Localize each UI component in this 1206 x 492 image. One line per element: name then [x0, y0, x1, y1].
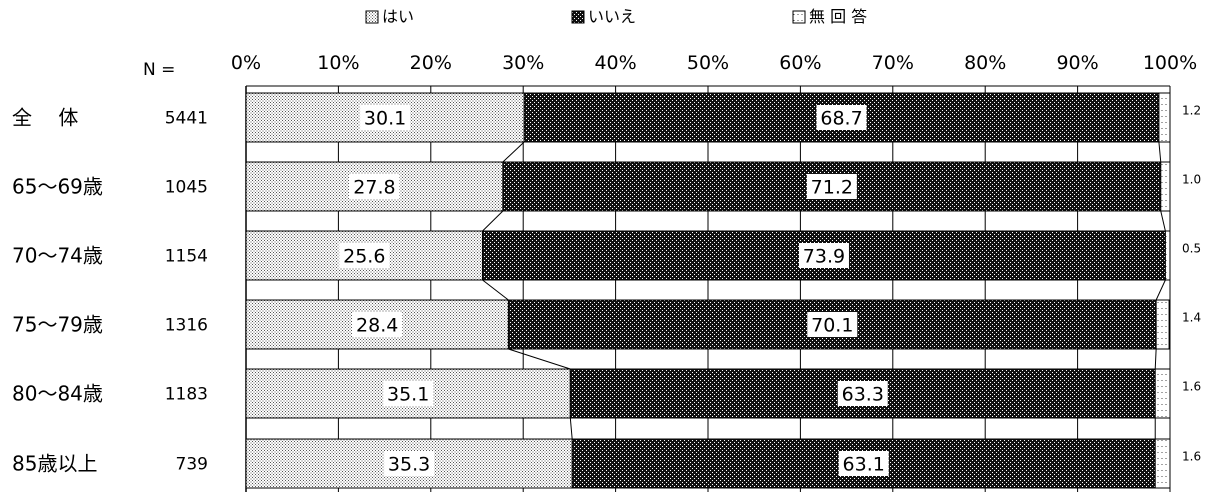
bar-segment — [1154, 368, 1171, 419]
data-label-bg — [816, 105, 867, 130]
data-label: 1.2 — [1182, 104, 1201, 118]
data-label: 1.4 — [1182, 311, 1201, 325]
legend-label: いいえ — [588, 7, 636, 26]
series-line — [1158, 141, 1162, 163]
bar-row: 全 体 5441 30.1 68.7 1.2 — [12, 92, 1201, 143]
legend-label: はい — [382, 7, 414, 26]
series-line — [1155, 279, 1166, 301]
x-tick-label: 100% — [1143, 52, 1197, 74]
x-tick-label: 80% — [964, 52, 1006, 74]
data-label-bg — [352, 312, 403, 337]
x-tick-label: 10% — [317, 52, 359, 74]
n-value: 5441 — [165, 109, 208, 129]
data-label-bg — [349, 174, 400, 199]
data-label: 0.5 — [1182, 242, 1201, 256]
data-label-bg — [339, 243, 390, 268]
data-label-bg — [360, 105, 411, 130]
bar-segment — [1155, 299, 1170, 350]
bar-row: 80～84歳 1183 35.1 63.3 1.6 — [12, 368, 1201, 419]
data-label: 28.4 — [356, 315, 398, 337]
bar-row: 70～74歳 1154 25.6 73.9 0.5 — [12, 230, 1201, 281]
x-tick-label: 90% — [1056, 52, 1098, 74]
series-line — [569, 417, 573, 440]
category-label: 全 体 — [12, 106, 78, 130]
bar-segment — [245, 438, 573, 489]
legend: はい いいえ 無 回 答 — [365, 7, 867, 26]
bar-segment — [1154, 438, 1171, 489]
n-value: 1154 — [165, 247, 208, 267]
bar-row: 75～79歳 1316 28.4 70.1 1.4 — [12, 299, 1201, 350]
data-label: 35.3 — [388, 454, 430, 476]
category-label: 65～69歳 — [12, 175, 103, 199]
series-line — [508, 348, 571, 370]
series-connector-lines — [482, 141, 1166, 440]
n-value: 739 — [176, 455, 208, 475]
data-label-bg — [806, 174, 857, 199]
legend-item: 無 回 答 — [792, 7, 867, 26]
series-line — [1160, 210, 1166, 232]
n-value: 1183 — [165, 385, 208, 405]
data-label-bg — [383, 381, 434, 406]
legend-item: いいえ — [571, 7, 636, 26]
category-label: 85歳以上 — [12, 452, 97, 476]
data-label: 73.9 — [803, 246, 845, 268]
data-label: 71.2 — [811, 177, 853, 199]
data-label: 70.1 — [811, 315, 853, 337]
data-label: 63.1 — [843, 454, 885, 476]
series-line — [1154, 348, 1157, 370]
data-label: 68.7 — [820, 108, 862, 130]
data-label: 1.6 — [1182, 450, 1201, 464]
data-label-bg — [838, 451, 889, 476]
bar-segment — [1158, 92, 1171, 143]
data-label-bg — [798, 243, 849, 268]
legend-swatch — [365, 10, 379, 24]
bar-segment — [1160, 161, 1171, 212]
legend-item: はい — [365, 7, 414, 26]
legend-label: 無 回 答 — [809, 7, 867, 26]
series-line — [482, 210, 504, 232]
x-tick-label: 50% — [687, 52, 729, 74]
data-label-bg — [384, 451, 435, 476]
n-header: N = — [143, 60, 175, 80]
x-tick-label: 0% — [231, 52, 261, 74]
data-label-bg — [837, 381, 888, 406]
data-label: 1.0 — [1182, 173, 1201, 187]
legend-swatch — [571, 10, 585, 24]
data-label: 35.1 — [387, 384, 429, 406]
x-tick-label: 20% — [410, 52, 452, 74]
series-line — [482, 279, 509, 301]
category-label: 70～74歳 — [12, 244, 103, 268]
legend-swatch — [792, 10, 806, 24]
bar-row: 85歳以上 739 35.3 63.1 1.6 — [12, 438, 1201, 489]
x-tick-label: 70% — [872, 52, 914, 74]
data-label: 30.1 — [364, 108, 406, 130]
n-value: 1316 — [165, 316, 208, 336]
category-label: 80～84歳 — [12, 382, 103, 406]
x-tick-label: 30% — [502, 52, 544, 74]
data-label: 25.6 — [343, 246, 385, 268]
category-label: 75～79歳 — [12, 313, 103, 337]
series-line — [502, 141, 525, 163]
data-label: 63.3 — [842, 384, 884, 406]
x-axis: N = 0% 10% 20% 30% 40% 50% 60% 70% 80% 90% 100% — [143, 52, 1197, 492]
x-tick-label: 60% — [779, 52, 821, 74]
bar-segment — [1164, 230, 1171, 281]
x-tick-label: 40% — [594, 52, 636, 74]
bar-row: 65～69歳 1045 27.8 71.2 1.0 — [12, 161, 1201, 212]
n-value: 1045 — [165, 178, 208, 198]
data-label: 1.6 — [1182, 380, 1201, 394]
data-label-bg — [807, 312, 858, 337]
bar-rows: 全 体 5441 30.1 68.7 1.2 65～69歳 1045 27.8 71.2 1.0 7… — [12, 92, 1201, 489]
data-label: 27.8 — [353, 177, 395, 199]
